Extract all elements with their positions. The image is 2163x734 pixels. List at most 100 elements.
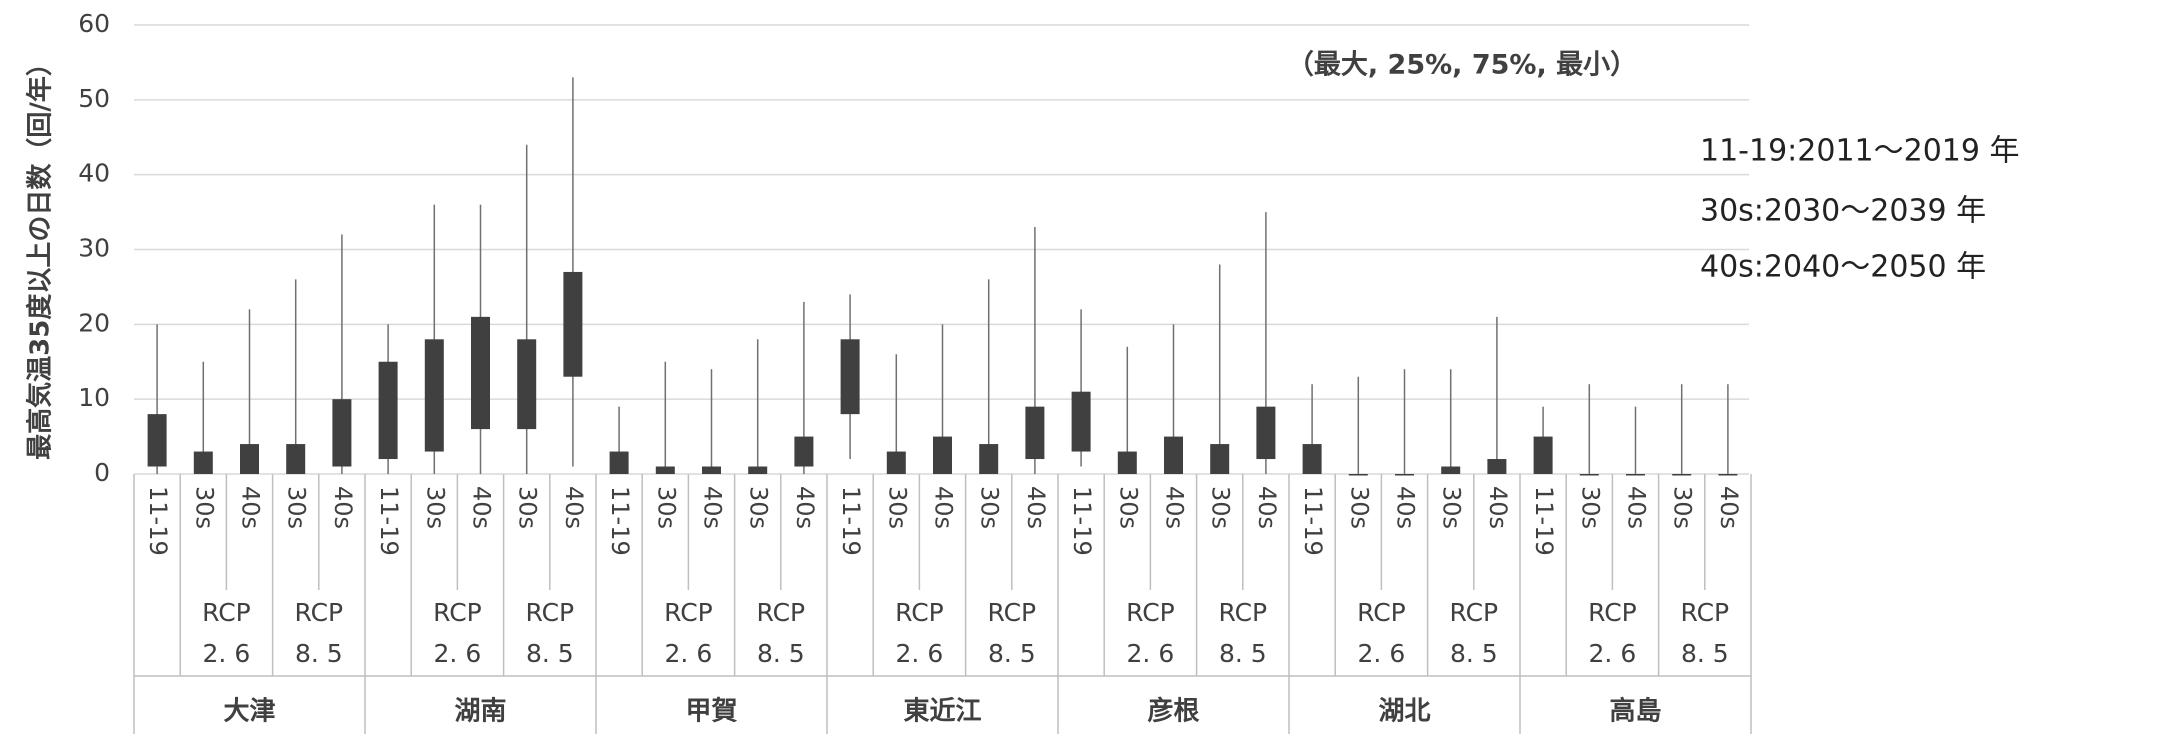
box <box>471 316 490 430</box>
box <box>840 339 860 415</box>
scenario-label: 2. 6 <box>896 639 944 668</box>
scenario-label: 2. 6 <box>665 639 713 668</box>
x-tick-label: 40s <box>237 486 265 529</box>
scenario-label: 2. 6 <box>203 639 251 668</box>
x-tick-label: 30s <box>514 486 542 529</box>
box <box>1117 451 1137 474</box>
x-tick-label: 30s <box>283 486 311 529</box>
x-tick-label: 40s <box>560 486 588 529</box>
box <box>748 466 768 474</box>
x-tick-label: 30s <box>976 486 1004 529</box>
scenario-label: 2. 6 <box>1589 639 1637 668</box>
x-tick-label: 30s <box>1345 486 1373 529</box>
box <box>1718 474 1738 476</box>
box <box>286 444 306 474</box>
x-tick-label: 11-19 <box>606 486 634 556</box>
note: 40s:2040～2050 年 <box>1700 250 1986 285</box>
x-tick-label: 11-19 <box>144 486 172 556</box>
y-tick-label: 10 <box>78 383 110 412</box>
scenario-label: 2. 6 <box>1127 639 1175 668</box>
box <box>332 399 352 467</box>
scenario-label: RCP <box>1588 598 1637 627</box>
y-tick-label: 40 <box>78 159 110 188</box>
y-tick-label: 0 <box>94 458 110 487</box>
y-tick-label: 30 <box>78 234 110 263</box>
region-label: 東近江 <box>903 697 981 727</box>
scenario-label: 2. 6 <box>1358 639 1406 668</box>
box <box>794 436 814 467</box>
x-tick-label: 30s <box>1576 486 1604 529</box>
x-tick-label: 40s <box>1623 486 1651 529</box>
box <box>1071 391 1091 452</box>
scenario-label: 8. 5 <box>1450 639 1498 668</box>
box <box>1441 466 1461 474</box>
region-label: 彦根 <box>1147 696 1199 727</box>
x-tick-label: 11-19 <box>1530 486 1558 556</box>
region-label: 高島 <box>1609 696 1661 727</box>
y-tick-label: 50 <box>78 84 110 113</box>
box <box>1579 474 1599 476</box>
box <box>517 339 537 430</box>
box <box>240 444 259 474</box>
x-tick-label: 30s <box>1114 486 1142 529</box>
scenario-label: 8. 5 <box>526 639 574 668</box>
scenario-label: 8. 5 <box>988 639 1036 668</box>
scenario-label: 8. 5 <box>295 639 343 668</box>
x-tick-label: 11-19 <box>837 486 865 556</box>
x-tick-label: 40s <box>699 486 727 529</box>
box <box>1210 444 1230 474</box>
box <box>1626 474 1645 476</box>
x-tick-label: 30s <box>745 486 773 529</box>
scenario-label: 2. 6 <box>434 639 482 668</box>
box <box>147 414 167 467</box>
region-label: 甲賀 <box>685 697 737 727</box>
box <box>979 444 999 474</box>
x-tick-label: 30s <box>1438 486 1466 529</box>
annotation: （最大, 25%, 75%, 最小） <box>1287 50 1637 81</box>
x-tick-label: 11-19 <box>1068 486 1096 556</box>
x-tick-label: 30s <box>190 486 218 529</box>
x-tick-label: 11-19 <box>1299 486 1327 556</box>
x-tick-label: 40s <box>1392 486 1420 529</box>
region-label: 湖北 <box>1378 697 1430 727</box>
box <box>1348 474 1368 476</box>
scenario-label: RCP <box>294 598 343 627</box>
box <box>933 436 952 474</box>
scenario-label: 8. 5 <box>1681 639 1729 668</box>
note: 11-19:2011～2019 年 <box>1700 134 2020 169</box>
box <box>609 451 629 474</box>
box <box>702 466 721 474</box>
x-tick-label: 40s <box>930 486 958 529</box>
box <box>563 271 583 377</box>
x-tick-label: 40s <box>1484 486 1512 529</box>
box <box>1533 436 1553 474</box>
box <box>655 466 675 474</box>
box <box>1395 474 1414 476</box>
x-tick-label: 40s <box>1715 486 1743 529</box>
scenario-label: RCP <box>1126 598 1175 627</box>
box <box>1302 444 1322 474</box>
y-axis-label: 最高気温35度以上の日数（回/年） <box>25 50 56 460</box>
scenario-label: 8. 5 <box>1219 639 1267 668</box>
scenario-label: RCP <box>202 598 251 627</box>
box <box>193 451 213 474</box>
region-label: 大津 <box>223 697 275 727</box>
x-tick-label: 40s <box>1161 486 1189 529</box>
x-tick-label: 30s <box>1669 486 1697 529</box>
box <box>1164 436 1183 474</box>
y-tick-label: 60 <box>78 9 110 38</box>
note: 30s:2030～2039 年 <box>1700 194 1986 229</box>
box <box>1672 474 1692 476</box>
y-tick-label: 20 <box>78 308 110 337</box>
region-label: 湖南 <box>454 697 506 727</box>
scenario-label: RCP <box>664 598 713 627</box>
scenario-label: RCP <box>895 598 944 627</box>
x-tick-label: 40s <box>329 486 357 529</box>
scenario-label: RCP <box>1218 598 1267 627</box>
x-tick-label: 30s <box>421 486 449 529</box>
scenario-label: RCP <box>756 598 805 627</box>
scenario-label: 8. 5 <box>757 639 805 668</box>
box <box>378 361 398 460</box>
box <box>886 451 906 474</box>
